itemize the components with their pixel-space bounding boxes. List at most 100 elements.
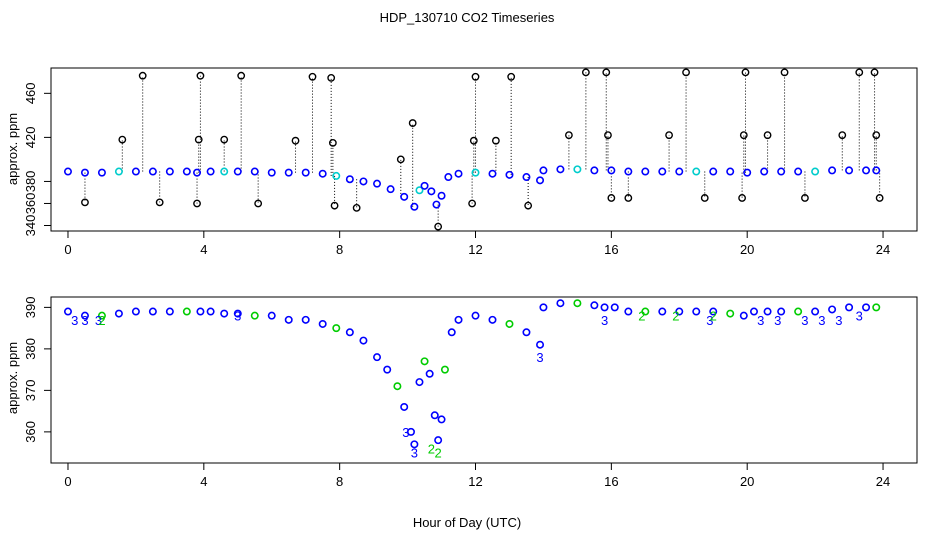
panel-1-x-tick-label: 0 (64, 242, 71, 257)
panel-1-outlier-point (870, 68, 879, 77)
panel-2-marker-2: 2 (435, 446, 442, 461)
panel-2-y-label: approx. ppm (5, 342, 20, 414)
panel-2-y-tick-label: 380 (23, 338, 38, 360)
panel-1-data-point (777, 167, 786, 176)
panel-1-outlier-point (604, 131, 612, 140)
panel-1-outlier-point (471, 72, 480, 81)
panel-1-outlier-point (352, 203, 361, 212)
panel-2-data-point (749, 307, 758, 316)
panel-2-data-point (600, 303, 609, 312)
panel-2-data-point (488, 315, 497, 324)
panel-1-x-axis: 0 4 8 12 16 20 24 (64, 231, 890, 257)
panel-1-y-tick-label: 360 (23, 193, 38, 215)
panel-1-data-point (206, 167, 215, 176)
panel-2-marker-3: 3 (81, 313, 88, 328)
panel-2-data-point (415, 378, 424, 387)
panel-2-data-point (233, 309, 242, 318)
panel-2-data-point (536, 340, 545, 349)
panel-1-outlier-point (155, 198, 164, 207)
panel-1-outlier-point (875, 194, 884, 202)
panel-2-data-point (763, 307, 772, 316)
panel-2-data-point (318, 319, 327, 328)
panel-1-data-point (828, 166, 837, 175)
panel-1-data-point (284, 168, 293, 177)
panel-2-data-point (434, 436, 443, 445)
panel-2-data-point (332, 324, 341, 333)
panel-2-data-point (862, 303, 871, 312)
panel-1-data-point (80, 168, 89, 177)
panel-1-x-tick-label: 4 (200, 242, 207, 257)
panel-1-outlier-point (855, 68, 864, 77)
panel-1-data-point (267, 168, 276, 177)
panel-2-data-point (301, 315, 310, 324)
panel-2-data-point (447, 328, 456, 337)
panel-1-data-point (760, 167, 769, 176)
panel-2-marker-2: 2 (710, 309, 717, 324)
panel-1-data-point (556, 165, 565, 174)
panel-2-data-point (777, 307, 786, 316)
panel-2-data-point (522, 328, 531, 337)
panel-2-marker-3: 3 (234, 309, 241, 324)
panel-1-outlier-point (408, 119, 417, 127)
panel-2-marker-2: 2 (98, 313, 105, 328)
panel-2-data-point (590, 301, 599, 310)
panel-1-data-point (301, 168, 310, 177)
panel-1-data-point (522, 173, 531, 182)
panel-1-outlier-drop-lines (84, 72, 881, 227)
panel-1-outlier-point (291, 136, 300, 145)
panel-1-outlier-point (780, 68, 789, 77)
panel-2-data-point (692, 307, 701, 316)
panel-1-outlier-point (739, 131, 748, 140)
panel-1-y-label: approx. ppm (5, 113, 20, 185)
panel-2-data-point (440, 365, 449, 374)
panel-1-outlier-point (220, 135, 229, 144)
panel-1-data-point (415, 186, 424, 195)
panel-1-data-point (536, 176, 545, 185)
panel-1-data-point (675, 167, 684, 176)
panel-2-data-point (437, 415, 446, 424)
panel-1-data-point (454, 169, 463, 178)
panel-1-outlier-point (469, 136, 478, 145)
panel-2-data-point (454, 315, 463, 324)
panel-1-outlier-point (468, 199, 477, 208)
panel-2-x-tick-label: 24 (876, 474, 890, 489)
panel-1-data-point (432, 200, 441, 209)
panel-2-data-point (828, 305, 837, 314)
panel-2-data-point (641, 307, 650, 316)
panel-1-outlier-point (801, 194, 809, 202)
panel-2-y-axis: 360 370 380 390 (23, 297, 51, 443)
panel-1-data-point (794, 167, 803, 176)
panel-2-x-tick-label: 16 (604, 474, 618, 489)
panel-2-data-point (345, 328, 354, 337)
panel-1-x-tick-label: 20 (740, 242, 754, 257)
panel-1-outlier-point (682, 68, 690, 77)
panel-1-outlier-point (581, 68, 590, 77)
panel-2-data-point (393, 382, 402, 391)
panel-1-outlier-point (138, 71, 147, 80)
panel-2-data-point (425, 369, 434, 378)
panel-2-data-point (206, 307, 215, 316)
panel-1-data-point (386, 185, 395, 194)
panel-2-data-point (373, 353, 382, 362)
panel-2-data-point (267, 311, 276, 320)
panel-1-outlier-point (118, 135, 127, 144)
panel-2-marker-3: 3 (706, 313, 713, 328)
panel-2-marker-3: 3 (835, 313, 842, 328)
panel-2-marker-3: 3 (757, 313, 764, 328)
panel-2-frame (50, 296, 918, 464)
panel-1-data-point (590, 166, 599, 175)
panel-1-data-point (641, 167, 650, 176)
panel-2-data-point (63, 307, 72, 316)
panel-1-data-point (437, 191, 446, 200)
panel-2-data-point (250, 311, 259, 320)
panel-1-data-point (692, 167, 701, 176)
panel-2-data-point (114, 309, 123, 318)
panel-2-marker-3: 3 (402, 425, 409, 440)
panel-1-data-point (658, 167, 667, 176)
panel-2-marker-3: 3 (95, 313, 102, 328)
panel-1-data-point (193, 168, 202, 177)
panel-2-data-point (80, 311, 89, 320)
